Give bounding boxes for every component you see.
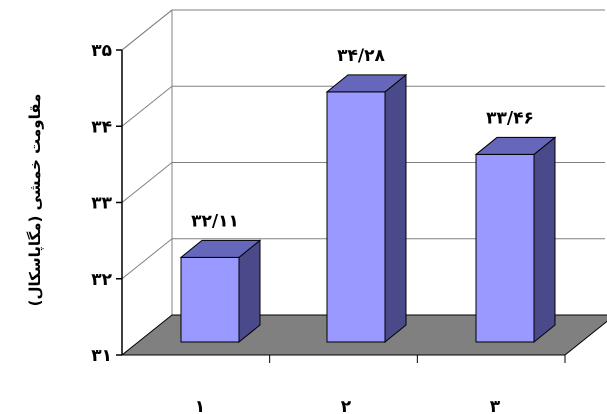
bar-side [384, 73, 407, 344]
side-gridline [121, 85, 173, 127]
y-tick-label: ۳۴ [91, 117, 112, 137]
y-axis: ۳۱ ۳۲ ۳۳ ۳۴ ۳۵ [91, 41, 123, 366]
x-tick-label: ۳ [490, 397, 501, 414]
y-tick-label: ۳۵ [91, 41, 112, 61]
bar-front [475, 153, 535, 343]
y-axis-title: مقاومت خمشی (مگاپاسکال) [26, 94, 45, 307]
data-labels: ۳۲/۱۱ ۳۴/۲۸ ۳۳/۴۶ [191, 46, 534, 231]
bar-top [325, 74, 408, 93]
side-gridline [121, 238, 173, 280]
x-tick-label: ۱ [195, 397, 205, 414]
bar-top [179, 239, 262, 258]
data-label: ۳۴/۲۸ [337, 46, 385, 66]
data-label: ۳۳/۴۶ [486, 108, 534, 128]
x-tick-label: ۲ [341, 397, 352, 414]
side-gridline [121, 162, 173, 203]
side-gridline [121, 9, 173, 51]
y-tick-label: ۳۳ [91, 194, 112, 214]
bar-front [180, 256, 240, 343]
bar-top [474, 136, 557, 155]
bar-side [533, 136, 556, 344]
bar-side [238, 239, 261, 344]
x-axis: ۱ ۲ ۳ [122, 354, 566, 414]
bar-front [326, 91, 386, 343]
data-label: ۳۲/۱۱ [191, 211, 239, 231]
y-tick-label: ۳۲ [91, 270, 112, 290]
bars [179, 73, 557, 344]
y-tick-label: ۳۱ [91, 346, 112, 366]
